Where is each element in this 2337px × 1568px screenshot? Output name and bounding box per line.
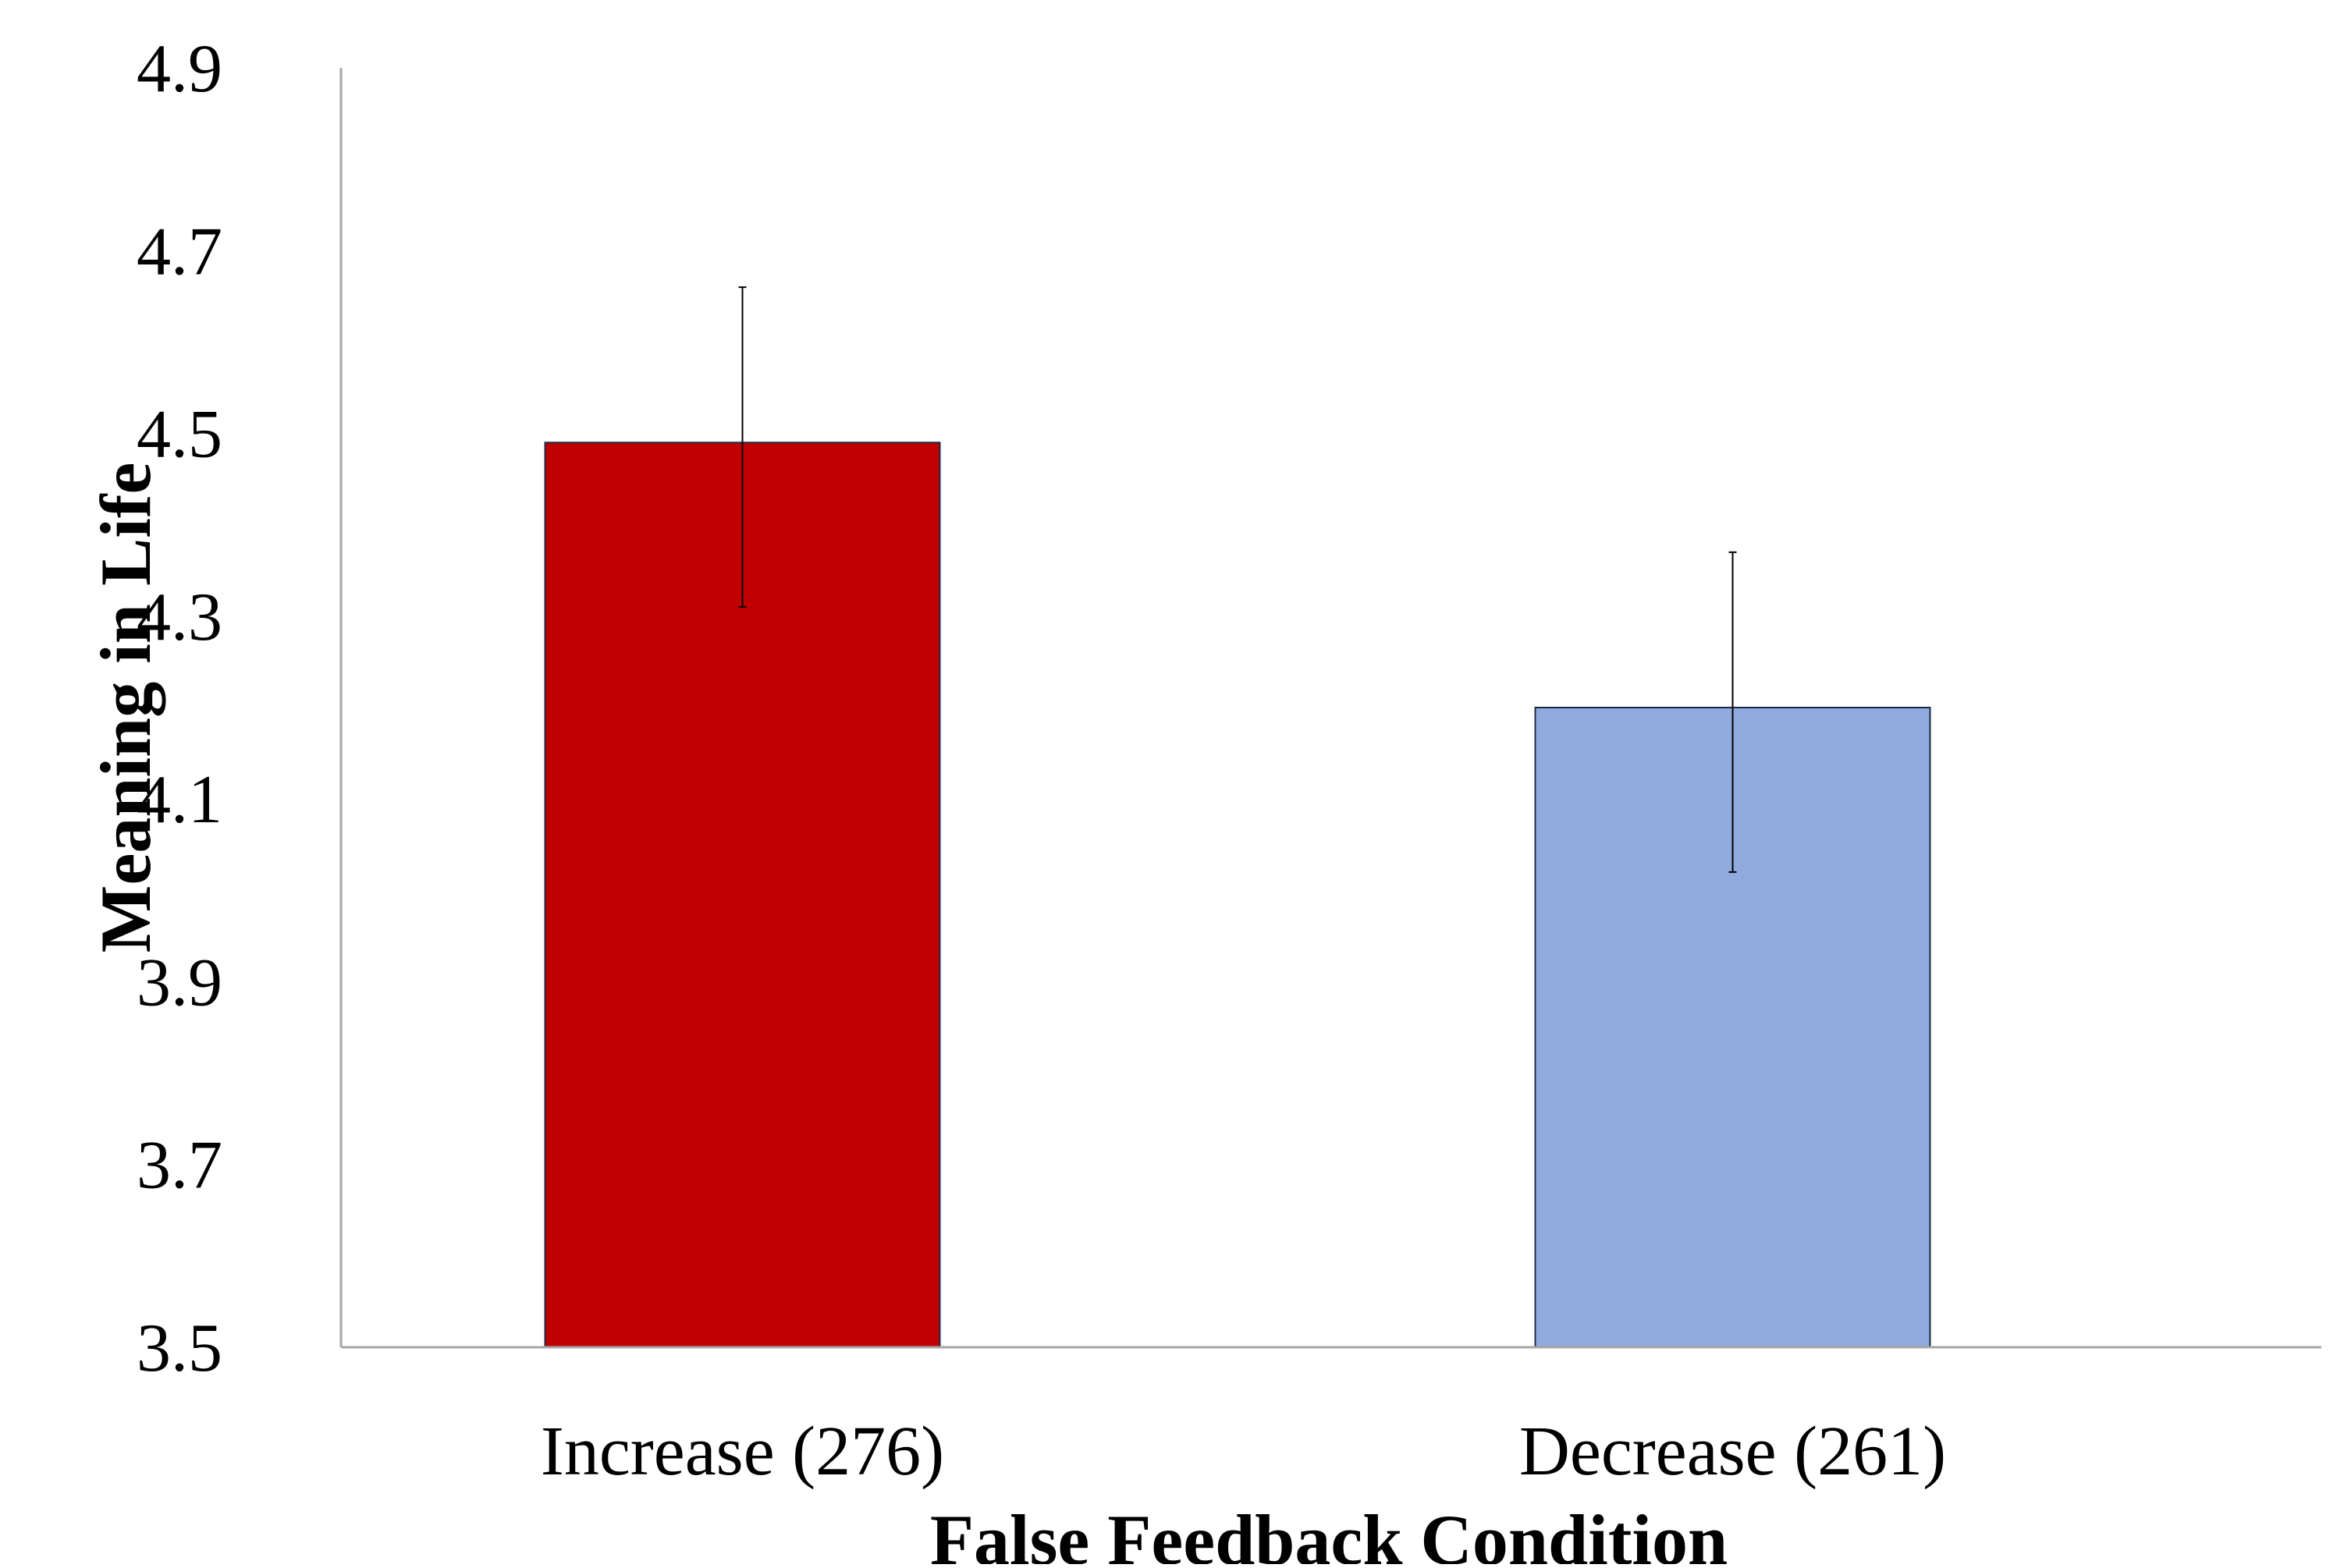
y-axis-title: Meaning in Life: [86, 463, 165, 953]
x-category-label: Decrease (261): [1519, 1413, 1946, 1490]
error-bar-1: [738, 286, 747, 608]
y-tick-label: 3.5: [137, 1311, 222, 1386]
y-tick-label: 4.7: [137, 214, 222, 289]
y-tick-label: 4.3: [137, 580, 222, 655]
y-tick-label: 3.7: [137, 1128, 222, 1204]
y-tick-label: 4.9: [137, 31, 222, 107]
bars-group: [544, 442, 1931, 1348]
x-axis-category-labels: Increase (276) Decrease (261): [541, 1413, 1946, 1490]
x-category-label: Increase (276): [541, 1413, 944, 1490]
y-axis-ticks: 3.5 3.7 3.9 4.1 4.3 4.5 4.7 4.9: [137, 31, 222, 1386]
error-bars-group: [738, 286, 1737, 873]
x-axis-title: False Feedback Condition: [930, 1500, 1728, 1564]
y-tick-label: 4.1: [137, 762, 222, 838]
error-bar-2: [1728, 551, 1737, 873]
y-tick-label: 4.5: [137, 397, 222, 473]
y-tick-label: 3.9: [137, 945, 222, 1020]
axes-group: [339, 68, 2321, 1349]
